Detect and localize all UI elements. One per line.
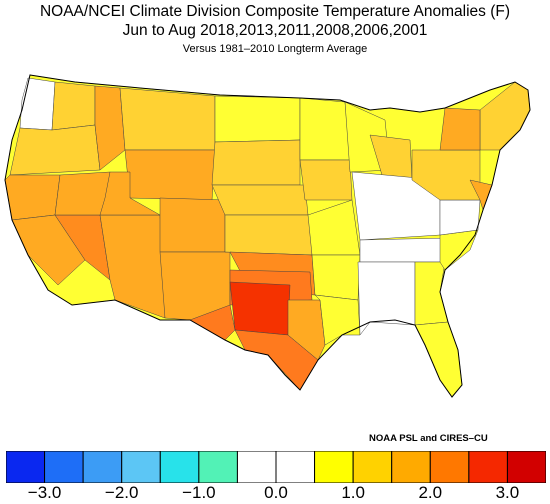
division-tx-east bbox=[287, 299, 326, 361]
division-ny-north bbox=[439, 107, 481, 151]
division-wa-east bbox=[51, 81, 96, 131]
colorbar-tick-label: 3.0 bbox=[495, 483, 520, 502]
division-nd bbox=[214, 95, 301, 143]
colorbar-bin bbox=[429, 451, 470, 483]
division-va-wv bbox=[439, 199, 481, 236]
credit-label: NOAA PSL and CIRES–CU bbox=[369, 433, 488, 444]
colorbar-tick-label: 2.0 bbox=[418, 483, 443, 502]
us-anomaly-map bbox=[4, 74, 531, 398]
colorbar-bin bbox=[44, 451, 84, 483]
colorbar-tick-label: 1.0 bbox=[341, 483, 365, 502]
colorbar-tick-label: −2.0 bbox=[104, 483, 139, 502]
colorbar-bin bbox=[468, 451, 508, 483]
division-ne bbox=[211, 184, 309, 216]
colorbar-bin bbox=[236, 451, 277, 483]
colorbar-bin bbox=[352, 451, 393, 483]
colorbar-tick-label: 0.0 bbox=[264, 483, 288, 502]
division-tx-central bbox=[229, 281, 291, 336]
us-outline bbox=[4, 74, 531, 398]
division-wy bbox=[124, 149, 216, 201]
colorbar-bin bbox=[314, 451, 354, 483]
colorbar-bin bbox=[6, 451, 46, 483]
colorbar-bin bbox=[275, 451, 316, 483]
division-ca-north bbox=[4, 174, 61, 221]
division-sd bbox=[211, 139, 301, 186]
division-ks bbox=[224, 214, 313, 256]
division-carolinas bbox=[439, 229, 479, 271]
colorbar-bin bbox=[391, 451, 431, 483]
colorbar-bin bbox=[159, 451, 200, 483]
division-or bbox=[9, 124, 101, 176]
baseline-note: Versus 1981–2010 Longterm Average bbox=[182, 43, 368, 55]
page-subtitle: Jun to Aug 2018,2013,2011,2008,2006,2001 bbox=[122, 22, 428, 39]
division-ia bbox=[299, 159, 353, 201]
colorbar-tick-label: −3.0 bbox=[27, 483, 62, 502]
colorbar-bin bbox=[121, 451, 161, 483]
division-mn bbox=[299, 97, 351, 161]
page-title: NOAA/NCEI Climate Division Composite Tem… bbox=[39, 3, 511, 20]
division-ga bbox=[414, 261, 449, 326]
division-ar bbox=[311, 254, 361, 301]
division-ky-tn bbox=[359, 237, 451, 263]
division-ms-al bbox=[357, 261, 416, 336]
colorbar-tick-label: −1.0 bbox=[182, 483, 216, 502]
division-fl bbox=[414, 321, 463, 398]
colorbar bbox=[6, 451, 546, 483]
division-id-north bbox=[94, 85, 126, 171]
colorbar-bin bbox=[198, 451, 238, 483]
division-co bbox=[159, 197, 226, 253]
colorbar-bin bbox=[506, 451, 546, 483]
colorbar-bin bbox=[82, 451, 123, 483]
division-mt bbox=[119, 87, 216, 151]
division-az bbox=[99, 214, 166, 319]
division-wa-coast bbox=[19, 77, 56, 131]
